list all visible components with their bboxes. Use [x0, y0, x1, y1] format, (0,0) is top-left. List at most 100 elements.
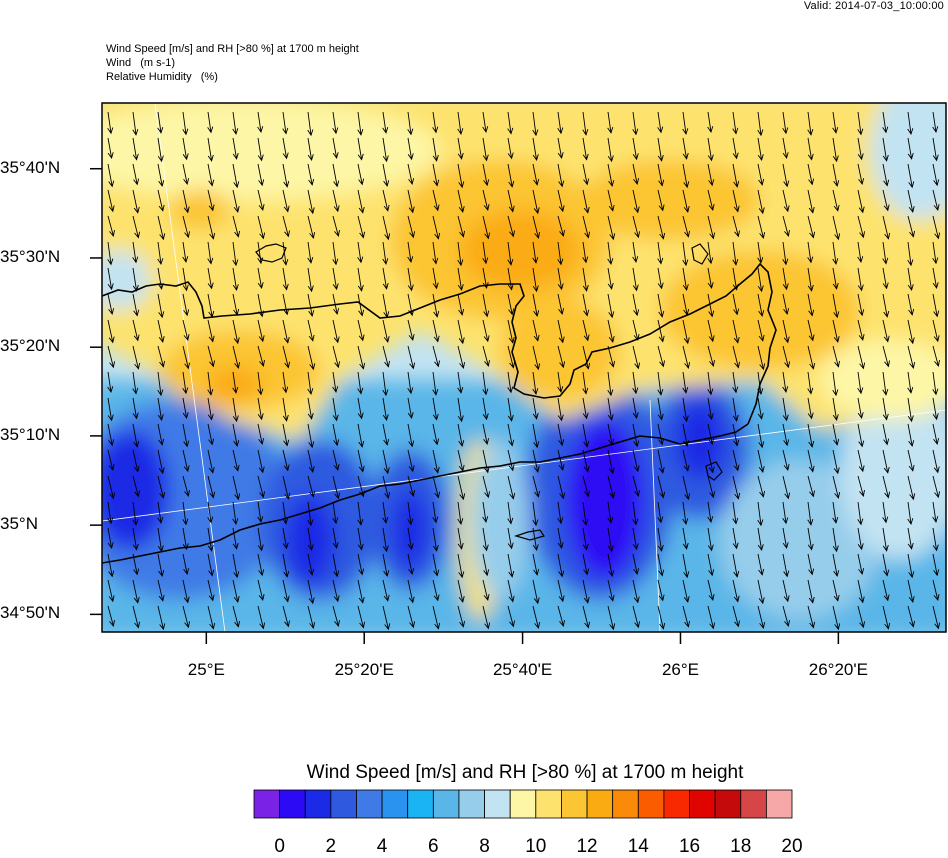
latitude-label: 35°20'N — [0, 336, 61, 356]
wind-arrow — [507, 163, 515, 188]
wind-arrow — [132, 527, 139, 551]
wind-arrow — [482, 501, 489, 524]
wind-arrow — [332, 319, 340, 344]
wind-arrow — [157, 527, 164, 553]
wind-arrow — [807, 501, 814, 526]
wind-arrow — [582, 319, 590, 342]
wind-arrow — [632, 345, 641, 370]
wind-arrow — [507, 397, 514, 422]
wind-arrow — [282, 345, 291, 369]
wind-arrow — [932, 267, 939, 290]
wind-arrow — [607, 319, 615, 344]
wind-arrow — [382, 293, 390, 319]
wind-arrow — [132, 163, 140, 186]
wind-arrow — [432, 449, 440, 474]
wind-arrow — [532, 371, 539, 396]
wind-arrow — [932, 163, 940, 187]
wind-arrow — [357, 293, 365, 317]
wind-arrow — [132, 579, 140, 604]
wind-arrow — [582, 475, 590, 498]
wind-arrow — [157, 553, 165, 578]
wind-arrow — [582, 111, 589, 136]
wind-arrow — [107, 137, 114, 160]
wind-arrow — [882, 137, 889, 162]
wind-arrow — [832, 579, 840, 602]
wind-arrow — [182, 215, 191, 239]
wind-arrow — [707, 241, 714, 265]
colorbar-swatch — [586, 789, 614, 819]
wind-arrow — [132, 319, 140, 342]
wind-arrow — [882, 553, 890, 577]
wind-arrow — [307, 137, 314, 162]
wind-arrow — [632, 293, 640, 317]
wind-arrow — [432, 423, 440, 446]
wind-arrow — [532, 527, 539, 552]
wind-arrow — [182, 579, 190, 604]
wind-arrow — [232, 215, 241, 238]
wind-arrow — [282, 371, 289, 394]
longitude-label: 25°20'E — [334, 660, 394, 679]
wind-arrow — [157, 397, 164, 422]
wind-arrow — [107, 319, 115, 344]
wind-arrow — [457, 397, 464, 423]
wind-arrow — [432, 579, 440, 602]
wind-arrow — [932, 605, 941, 630]
wind-arrow — [307, 267, 314, 293]
wind-arrow — [107, 371, 114, 394]
colorbar-swatch — [535, 789, 562, 819]
wind-arrow — [382, 267, 389, 290]
wind-arrow — [307, 111, 314, 137]
wind-arrow — [132, 267, 139, 292]
wind-arrow — [757, 293, 765, 318]
wind-arrow — [932, 293, 940, 318]
wind-arrow — [157, 163, 165, 188]
wind-arrow — [632, 267, 639, 292]
wind-arrow — [457, 241, 464, 267]
wind-arrow — [707, 111, 714, 134]
wind-arrow — [532, 345, 541, 371]
wind-arrow — [807, 423, 815, 448]
wind-arrow — [757, 267, 764, 293]
wind-arrow — [132, 501, 139, 526]
wind-arrow — [632, 579, 640, 604]
wind-arrow — [307, 371, 314, 396]
wind-arrow — [932, 241, 939, 265]
wind-arrow — [707, 345, 715, 367]
wind-arrow — [332, 475, 341, 500]
wind-arrow — [607, 579, 615, 602]
wind-arrow — [607, 501, 614, 524]
wind-arrow — [857, 137, 864, 161]
wind-arrow — [432, 553, 440, 577]
wind-arrow — [882, 579, 890, 602]
meridian-line — [154, 103, 226, 632]
wind-arrow — [682, 215, 691, 238]
colorbar-tick-label: 12 — [576, 836, 598, 857]
wind-arrow — [357, 215, 366, 239]
colorbar-swatch — [689, 789, 716, 819]
wind-arrow — [307, 215, 316, 240]
wind-arrow — [882, 449, 890, 474]
wind-arrow — [382, 475, 391, 500]
wind-arrow — [632, 371, 639, 395]
wind-arrow — [882, 241, 889, 265]
wind-arrow — [557, 397, 564, 422]
wind-arrow — [507, 371, 514, 394]
wind-arrow — [882, 267, 889, 290]
wind-arrow — [582, 189, 590, 214]
wind-arrow — [707, 501, 714, 524]
wind-arrow — [582, 449, 590, 473]
wind-arrow — [382, 111, 389, 134]
wind-arrow — [407, 501, 414, 526]
wind-arrow — [157, 111, 164, 134]
wind-arrow — [457, 137, 464, 160]
wind-arrow — [682, 475, 691, 501]
wind-arrow — [507, 293, 515, 316]
wind-arrow — [207, 293, 215, 318]
wind-arrow — [707, 163, 715, 187]
plot-header: Wind Speed [m/s] and RH [>80 %] at 1700 … — [106, 42, 359, 84]
wind-arrow — [132, 423, 140, 448]
wind-arrow — [507, 475, 516, 500]
wind-arrow — [207, 449, 215, 474]
wind-arrow — [732, 345, 741, 369]
wind-arrow — [557, 527, 564, 550]
